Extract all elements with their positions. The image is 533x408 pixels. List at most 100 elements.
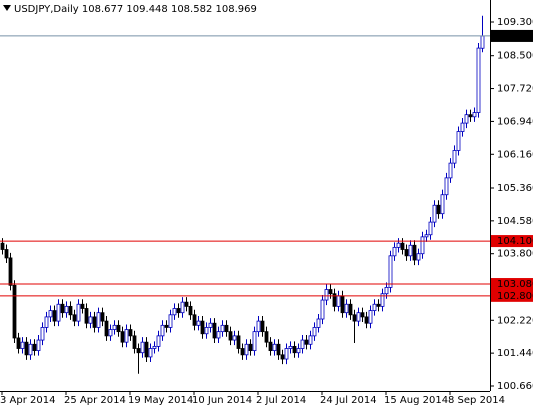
candle-body (0, 242, 5, 250)
candle-body (448, 162, 453, 179)
candle-body (348, 303, 353, 316)
candle-body (160, 324, 165, 337)
candle-body (368, 310, 373, 324)
candle-body (264, 331, 269, 343)
candle-body (52, 310, 57, 322)
candle-body (124, 329, 129, 343)
candle-body (420, 236, 425, 255)
candle-body (476, 47, 481, 113)
candle-body (272, 343, 277, 352)
y-tick-label: 100.660 (497, 381, 533, 392)
x-tick-label: 24 Jul 2014 (320, 395, 377, 406)
candle-body (444, 177, 449, 196)
candle-body (112, 324, 117, 330)
candle-body (280, 354, 285, 360)
candle-body (432, 204, 437, 223)
candle-body (196, 320, 201, 326)
level-label: 103.080 (497, 279, 533, 290)
candle-body (156, 335, 161, 347)
candle-body (236, 335, 241, 349)
candle-body (456, 131, 461, 151)
candle-body (240, 348, 245, 356)
candle-body (96, 312, 101, 328)
candle-body (472, 112, 477, 118)
candle-body (256, 320, 261, 333)
y-tick-label: 108.500 (497, 51, 533, 62)
candle-body (188, 305, 193, 316)
candle-body (184, 301, 189, 307)
candle-body (56, 303, 61, 322)
candle-body (392, 246, 397, 257)
level-label-box (491, 278, 533, 291)
level-label-box (491, 289, 533, 302)
candle-body (152, 345, 157, 349)
y-tick-label: 107.720 (497, 84, 533, 95)
candle-body (64, 305, 69, 314)
candle-body (12, 284, 17, 339)
title-arrow (3, 5, 11, 11)
candle-body (100, 312, 105, 322)
candle-body (24, 341, 29, 356)
candle-body (8, 257, 13, 286)
candle-body (468, 114, 473, 118)
candle-body (252, 331, 257, 352)
candle-body (292, 345, 297, 354)
candle-body (172, 308, 177, 316)
candle-body (220, 324, 225, 333)
level-label-box (491, 29, 533, 42)
candle-body (116, 324, 121, 333)
candle-body (80, 303, 85, 309)
y-tick-label: 105.360 (497, 183, 533, 194)
candle-body (48, 310, 53, 318)
candle-body (356, 312, 361, 322)
candle-body (284, 348, 289, 360)
x-tick-label: 3 Apr 2014 (0, 395, 55, 406)
candle-body (40, 327, 45, 341)
candle-body (176, 308, 181, 314)
candle-body (36, 339, 41, 352)
candle-body (20, 341, 25, 349)
x-tick-label: 19 May 2014 (128, 395, 193, 406)
candle-body (412, 244, 417, 261)
candle-body (212, 322, 217, 339)
candle-body (248, 343, 253, 352)
candle-body (76, 303, 81, 322)
candle-body (440, 194, 445, 215)
level-label: 102.800 (497, 291, 533, 302)
candle-body (268, 341, 273, 352)
candle-body (244, 343, 249, 356)
candle-body (428, 221, 433, 236)
y-tick-label: 103.800 (497, 249, 533, 260)
candle-body (216, 331, 221, 339)
x-tick-label: 25 Apr 2014 (64, 395, 126, 406)
candle-body (424, 234, 429, 238)
level-label: 104.100 (497, 236, 533, 247)
candle-body (384, 287, 389, 295)
candle-body (260, 320, 265, 333)
candle-body (408, 244, 413, 257)
level-label: 108.969 (497, 31, 533, 42)
candle-body (352, 314, 357, 322)
candle-body (84, 308, 89, 324)
x-tick-label: 15 Aug 2014 (384, 395, 448, 406)
y-tick-label: 109.300 (497, 17, 533, 28)
candle-body (288, 345, 293, 349)
candle-body (328, 289, 333, 295)
candle-body (60, 303, 65, 314)
candle-body (104, 320, 109, 337)
candle-body (232, 335, 237, 341)
candle-body (28, 343, 33, 356)
candle-body (300, 339, 305, 349)
candle-body (336, 295, 341, 307)
candle-body (72, 314, 77, 322)
candle-body (400, 242, 405, 250)
candle-body (344, 303, 349, 314)
x-tick-label: 8 Sep 2014 (448, 395, 505, 406)
candle-body (128, 329, 133, 337)
candle-body (312, 327, 317, 337)
candle-body (200, 320, 205, 335)
x-tick-label: 10 Jun 2014 (192, 395, 252, 406)
candle-body (44, 316, 49, 328)
candle-body (32, 343, 37, 352)
